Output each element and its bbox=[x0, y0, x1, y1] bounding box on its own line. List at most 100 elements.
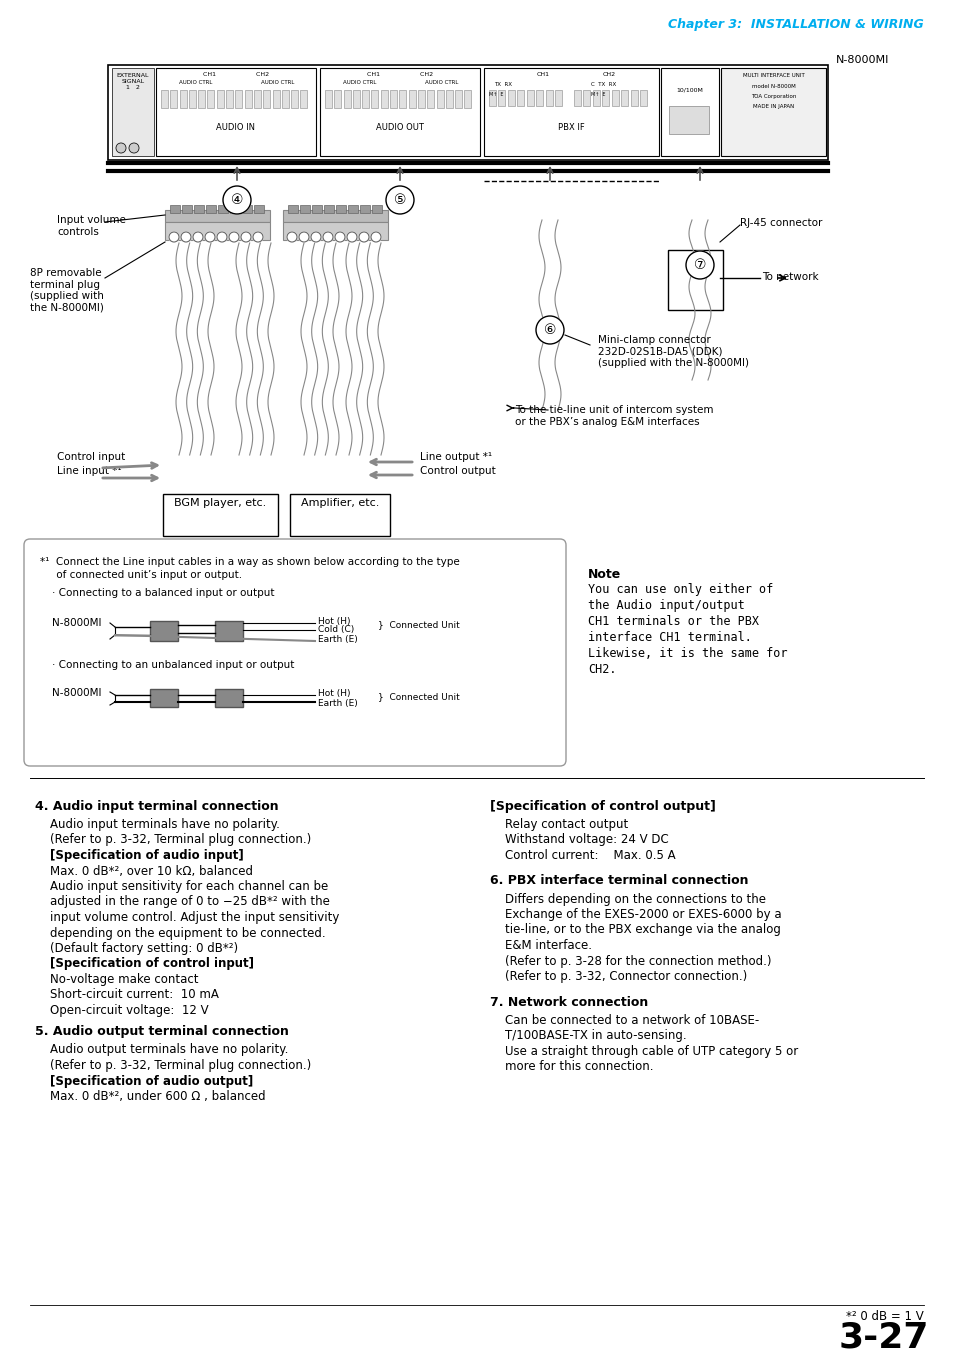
Text: Control input: Control input bbox=[57, 453, 125, 462]
Text: Hot (H): Hot (H) bbox=[317, 689, 350, 698]
FancyBboxPatch shape bbox=[390, 91, 396, 108]
Text: You can use only either of: You can use only either of bbox=[587, 584, 773, 596]
FancyBboxPatch shape bbox=[300, 91, 307, 108]
FancyBboxPatch shape bbox=[283, 222, 388, 240]
Text: Relay contact output: Relay contact output bbox=[504, 817, 628, 831]
Circle shape bbox=[129, 143, 139, 153]
Text: Note: Note bbox=[587, 567, 620, 581]
Text: ④: ④ bbox=[231, 193, 243, 207]
Circle shape bbox=[241, 232, 251, 242]
Text: model N-8000M: model N-8000M bbox=[751, 84, 795, 89]
Text: AUDIO CTRL: AUDIO CTRL bbox=[179, 80, 213, 85]
FancyBboxPatch shape bbox=[639, 91, 647, 105]
Text: MADE IN JAPAN: MADE IN JAPAN bbox=[752, 104, 793, 109]
FancyBboxPatch shape bbox=[214, 689, 243, 707]
FancyBboxPatch shape bbox=[348, 205, 357, 213]
FancyBboxPatch shape bbox=[24, 539, 565, 766]
Text: Earth (E): Earth (E) bbox=[317, 698, 357, 708]
FancyBboxPatch shape bbox=[602, 91, 609, 105]
Text: N-8000MI: N-8000MI bbox=[835, 55, 888, 65]
Text: (Refer to p. 3-28 for the connection method.): (Refer to p. 3-28 for the connection met… bbox=[504, 955, 771, 967]
FancyBboxPatch shape bbox=[214, 621, 243, 640]
FancyBboxPatch shape bbox=[668, 105, 708, 134]
Text: (Refer to p. 3-32, Terminal plug connection.): (Refer to p. 3-32, Terminal plug connect… bbox=[50, 834, 311, 847]
FancyBboxPatch shape bbox=[163, 494, 277, 536]
Text: (Refer to p. 3-32, Connector connection.): (Refer to p. 3-32, Connector connection.… bbox=[504, 970, 746, 984]
Text: }  Connected Unit: } Connected Unit bbox=[377, 693, 459, 701]
Text: (Default factory setting: 0 dB*²): (Default factory setting: 0 dB*²) bbox=[50, 942, 238, 955]
FancyBboxPatch shape bbox=[112, 68, 153, 155]
Circle shape bbox=[287, 232, 296, 242]
FancyBboxPatch shape bbox=[359, 205, 370, 213]
FancyBboxPatch shape bbox=[226, 91, 233, 108]
Circle shape bbox=[223, 186, 251, 213]
FancyBboxPatch shape bbox=[299, 205, 310, 213]
FancyBboxPatch shape bbox=[216, 91, 224, 108]
FancyBboxPatch shape bbox=[242, 205, 252, 213]
FancyBboxPatch shape bbox=[335, 205, 346, 213]
Text: AUDIO CTRL: AUDIO CTRL bbox=[425, 80, 458, 85]
FancyBboxPatch shape bbox=[206, 205, 215, 213]
FancyBboxPatch shape bbox=[536, 91, 543, 105]
Circle shape bbox=[323, 232, 333, 242]
FancyBboxPatch shape bbox=[353, 91, 359, 108]
Text: T/100BASE-TX in auto-sensing.: T/100BASE-TX in auto-sensing. bbox=[504, 1029, 686, 1042]
Text: C  TX  RX: C TX RX bbox=[591, 82, 616, 86]
FancyBboxPatch shape bbox=[526, 91, 534, 105]
Circle shape bbox=[298, 232, 309, 242]
Text: adjusted in the range of 0 to −25 dB*² with the: adjusted in the range of 0 to −25 dB*² w… bbox=[50, 896, 330, 908]
Text: TOA Corporation: TOA Corporation bbox=[750, 95, 796, 99]
Text: interface CH1 terminal.: interface CH1 terminal. bbox=[587, 631, 751, 644]
Circle shape bbox=[347, 232, 356, 242]
Text: [Specification of audio output]: [Specification of audio output] bbox=[50, 1074, 253, 1088]
Text: the Audio input/output: the Audio input/output bbox=[587, 598, 744, 612]
Circle shape bbox=[169, 232, 179, 242]
Text: Exchange of the EXES-2000 or EXES-6000 by a: Exchange of the EXES-2000 or EXES-6000 b… bbox=[504, 908, 781, 921]
Text: TX  RX: TX RX bbox=[494, 82, 512, 86]
Text: · Connecting to a balanced input or output: · Connecting to a balanced input or outp… bbox=[52, 588, 274, 598]
Text: Control current:    Max. 0.5 A: Control current: Max. 0.5 A bbox=[504, 848, 675, 862]
FancyBboxPatch shape bbox=[630, 91, 638, 105]
FancyBboxPatch shape bbox=[612, 91, 618, 105]
Text: Can be connected to a network of 10BASE-: Can be connected to a network of 10BASE- bbox=[504, 1013, 759, 1027]
Circle shape bbox=[229, 232, 239, 242]
Circle shape bbox=[116, 143, 126, 153]
FancyBboxPatch shape bbox=[312, 205, 322, 213]
Text: · Connecting to an unbalanced input or output: · Connecting to an unbalanced input or o… bbox=[52, 661, 294, 670]
FancyBboxPatch shape bbox=[380, 91, 387, 108]
FancyBboxPatch shape bbox=[290, 494, 390, 536]
Text: EXTERNAL
SIGNAL
1   2: EXTERNAL SIGNAL 1 2 bbox=[116, 73, 149, 89]
Text: Control output: Control output bbox=[419, 466, 496, 476]
Text: 6. PBX interface terminal connection: 6. PBX interface terminal connection bbox=[490, 874, 748, 888]
Text: Chapter 3:  INSTALLATION & WIRING: Chapter 3: INSTALLATION & WIRING bbox=[667, 18, 923, 31]
FancyBboxPatch shape bbox=[324, 205, 334, 213]
Circle shape bbox=[386, 186, 414, 213]
Text: 10/100M: 10/100M bbox=[676, 88, 702, 93]
Text: Mini-clamp connector
232D-02S1B-DA5 (DDK)
(supplied with the N-8000MI): Mini-clamp connector 232D-02S1B-DA5 (DDK… bbox=[598, 335, 748, 369]
Text: PBX IF: PBX IF bbox=[558, 123, 584, 132]
FancyBboxPatch shape bbox=[667, 250, 722, 309]
FancyBboxPatch shape bbox=[372, 205, 381, 213]
FancyBboxPatch shape bbox=[319, 68, 479, 155]
FancyBboxPatch shape bbox=[165, 222, 270, 240]
Text: 4. Audio input terminal connection: 4. Audio input terminal connection bbox=[35, 800, 278, 813]
Text: Short-circuit current:  10 mA: Short-circuit current: 10 mA bbox=[50, 989, 218, 1001]
Text: CH1                    CH2: CH1 CH2 bbox=[367, 72, 433, 77]
FancyBboxPatch shape bbox=[483, 68, 659, 155]
Text: more for this connection.: more for this connection. bbox=[504, 1061, 653, 1073]
Circle shape bbox=[536, 316, 563, 345]
Text: Audio input sensitivity for each channel can be: Audio input sensitivity for each channel… bbox=[50, 880, 328, 893]
Text: 7. Network connection: 7. Network connection bbox=[490, 996, 648, 1008]
Circle shape bbox=[685, 251, 713, 280]
Text: Cold (C): Cold (C) bbox=[317, 626, 354, 634]
Text: Earth (E): Earth (E) bbox=[317, 635, 357, 644]
FancyBboxPatch shape bbox=[574, 91, 580, 105]
FancyBboxPatch shape bbox=[230, 205, 240, 213]
Text: Differs depending on the connections to the: Differs depending on the connections to … bbox=[504, 893, 765, 905]
Circle shape bbox=[358, 232, 369, 242]
FancyBboxPatch shape bbox=[343, 91, 351, 108]
Text: No-voltage make contact: No-voltage make contact bbox=[50, 973, 198, 986]
FancyBboxPatch shape bbox=[253, 91, 261, 108]
FancyBboxPatch shape bbox=[498, 91, 505, 105]
Circle shape bbox=[311, 232, 320, 242]
